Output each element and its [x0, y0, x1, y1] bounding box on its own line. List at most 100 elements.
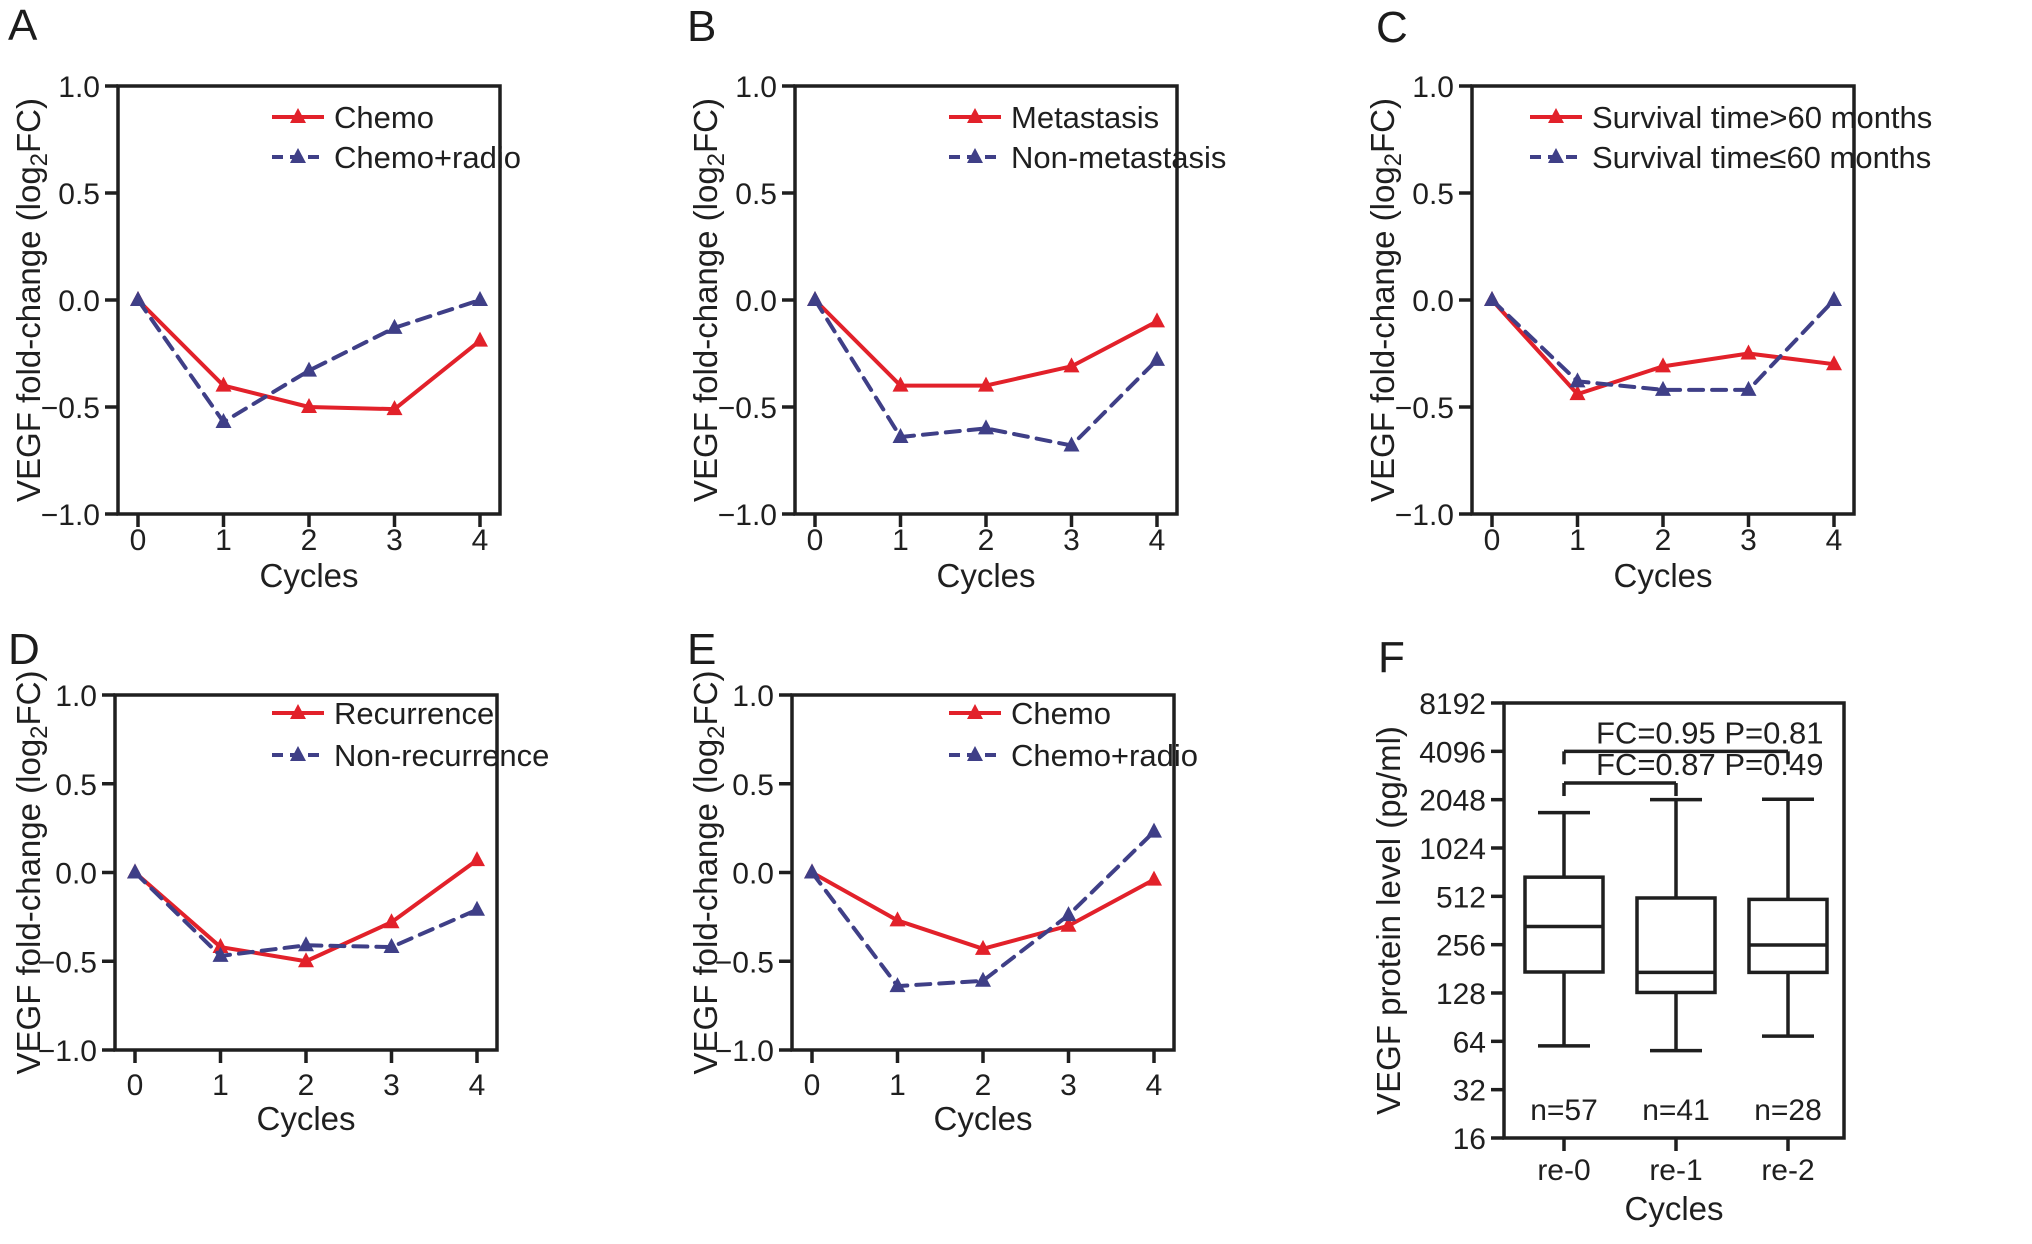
x-tick-label: re-1	[1649, 1154, 1702, 1187]
panel-f: 8192 4096 2048 1024 512 256 128 64 32 16 n=57 re-0 n…	[1354, 620, 2032, 1244]
data-point-marker	[1826, 355, 1842, 371]
legend-swatch-marker	[290, 148, 306, 163]
data-point-marker	[1740, 344, 1757, 360]
x-tick-label: 1	[212, 1069, 229, 1102]
panel-b-chart: 1.0 0.5 0.0 −0.5 −1.0 0 1 2 3 4 Cycles VEGF fold-ch…	[687, 71, 1226, 594]
legend-swatch-marker	[967, 108, 983, 123]
data-point-marker	[383, 913, 400, 929]
series-line-1	[813, 298, 1159, 448]
x-tick-label: 1	[1569, 524, 1586, 557]
x-tick-label: 3	[386, 524, 403, 557]
data-point-marker	[215, 412, 232, 428]
y-tick-label: 0.0	[732, 858, 774, 891]
y-axis-title: VEGF protein level (pg/ml)	[1370, 726, 1407, 1115]
data-point-marker	[301, 398, 317, 413]
x-axis-title: Cycles	[1613, 557, 1712, 594]
y-tick-label: 1024	[1419, 833, 1486, 866]
box-rect	[1635, 896, 1717, 995]
y-tick-label: −0.5	[718, 392, 777, 425]
x-tick-label: 0	[804, 1069, 821, 1102]
y-tick-label: 8192	[1419, 688, 1486, 721]
data-point-marker	[1655, 380, 1671, 396]
x-axis-title: Cycles	[256, 1100, 355, 1137]
legend-label: Metastasis	[1011, 100, 1159, 135]
x-tick-label: 4	[472, 524, 489, 557]
x-axis-title: Cycles	[259, 557, 358, 594]
data-point-marker	[889, 911, 906, 927]
legend-swatch-marker	[967, 746, 983, 761]
x-tick-label: 2	[301, 524, 318, 557]
x-tick-label: 3	[383, 1069, 400, 1102]
series-line-1	[810, 829, 1156, 989]
data-point-marker	[298, 936, 314, 952]
data-point-marker	[469, 900, 485, 916]
data-point-marker	[1063, 436, 1080, 452]
series-line-0	[813, 298, 1159, 388]
x-tick-label: 1	[889, 1069, 906, 1102]
data-point-marker	[1060, 906, 1077, 922]
legend-label: Chemo+radio	[334, 140, 521, 175]
y-tick-label: 1.0	[735, 71, 777, 104]
panel-letter-f: F	[1378, 633, 1405, 682]
series-line-1	[1490, 298, 1836, 392]
legend-swatch-marker	[290, 108, 306, 123]
y-axis-title: VEGF fold-change (log2FC)	[1364, 98, 1407, 502]
y-tick-label: 0.5	[58, 178, 100, 211]
y-tick-label: 32	[1453, 1075, 1486, 1108]
legend-swatch-marker	[290, 704, 306, 719]
x-tick-label: 1	[215, 524, 232, 557]
y-tick-label: 2048	[1419, 785, 1486, 818]
data-point-marker	[472, 291, 488, 306]
data-point-marker	[383, 938, 400, 954]
box-rect	[1747, 897, 1829, 975]
panel-letter-e: E	[687, 625, 717, 674]
series-line-1	[136, 298, 482, 424]
x-tick-label: 0	[127, 1069, 144, 1102]
y-tick-label: −1.0	[41, 499, 100, 532]
y-axis-title: VEGF fold-change (log2FC)	[687, 670, 730, 1074]
data-point-marker	[978, 419, 994, 435]
data-point-marker	[892, 376, 909, 392]
y-tick-label: 0.0	[55, 858, 97, 891]
n-count-label: n=41	[1642, 1094, 1710, 1127]
data-point-marker	[889, 977, 906, 993]
legend-label: Non-metastasis	[1011, 140, 1226, 175]
y-tick-label: 0.0	[735, 285, 777, 318]
data-point-marker	[1063, 357, 1080, 373]
y-tick-label: 0.5	[732, 769, 774, 802]
data-point-marker	[1569, 372, 1586, 388]
panel-c: 1.0 0.5 0.0 −0.5 −1.0 0 1 2 3 4 Cycles VEGF fold-ch…	[1354, 0, 2032, 620]
legend-swatch-marker	[967, 704, 983, 719]
y-axis-title: VEGF fold-change (log2FC)	[687, 98, 730, 502]
panel-f-chart: 8192 4096 2048 1024 512 256 128 64 32 16 n=57 re-0 n…	[1370, 688, 1846, 1227]
y-tick-label: 0.0	[1412, 285, 1454, 318]
x-tick-label: 4	[1826, 524, 1843, 557]
data-point-marker	[1569, 385, 1586, 401]
x-tick-label: 4	[1146, 1069, 1163, 1102]
x-tick-label: 4	[1149, 524, 1166, 557]
n-count-label: n=28	[1754, 1094, 1822, 1127]
data-point-marker	[472, 331, 488, 347]
x-tick-label: 2	[975, 1069, 992, 1102]
data-point-marker	[301, 361, 317, 377]
y-tick-label: 128	[1436, 978, 1486, 1011]
data-point-marker	[127, 863, 143, 879]
legend-label: Survival time≤60 months	[1592, 140, 1931, 175]
data-point-marker	[298, 952, 314, 968]
data-point-marker	[1146, 822, 1162, 838]
data-point-marker	[1826, 291, 1842, 306]
y-tick-label: 16	[1453, 1123, 1486, 1156]
box-rect	[1523, 875, 1605, 974]
sig-label: FC=0.95 P=0.81	[1596, 715, 1824, 750]
legend-swatch-marker	[1548, 148, 1564, 163]
legend-label: Recurrence	[334, 696, 494, 731]
data-point-marker	[1146, 870, 1162, 886]
n-count-label: n=57	[1530, 1094, 1598, 1127]
panel-a-chart: 1.0 0.5 0.0 −0.5 −1.0 0 1 2 3 4 Cycles VEGF fold-ch…	[10, 71, 521, 594]
panel-c-chart: 1.0 0.5 0.0 −0.5 −1.0 0 1 2 3 4 Cycles VEGF fold-ch…	[1364, 71, 1932, 594]
x-tick-label: 3	[1740, 524, 1757, 557]
x-tick-label: 2	[1655, 524, 1672, 557]
legend-swatch-marker	[290, 746, 306, 761]
legend-swatch-marker	[967, 148, 983, 163]
